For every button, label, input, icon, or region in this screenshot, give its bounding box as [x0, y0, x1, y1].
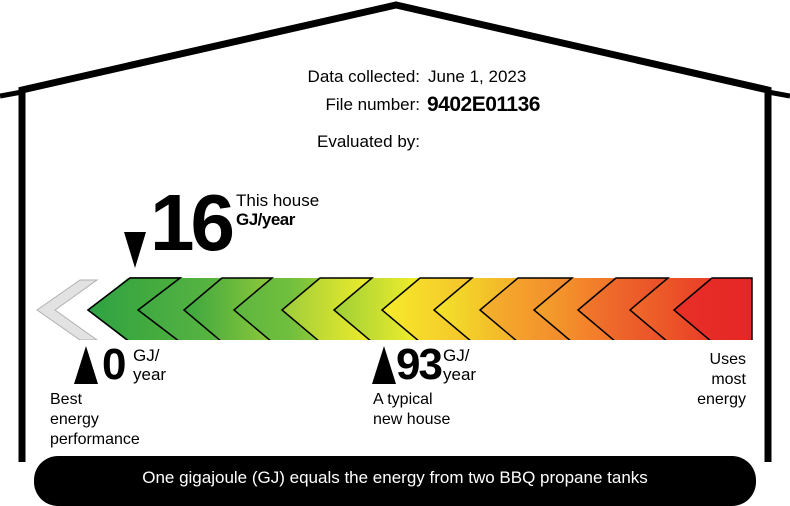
- typical-value: 93: [396, 340, 443, 389]
- footer-bar: [34, 456, 756, 506]
- min-desc-line3: performance: [50, 431, 140, 448]
- data-collected-label: Data collected:: [307, 67, 420, 86]
- this-house-pointer-icon: [124, 232, 146, 268]
- min-value: 0: [102, 340, 127, 389]
- data-collected-value: June 1, 2023: [428, 67, 527, 86]
- scale-segment-4: [380, 277, 475, 340]
- scale-segment-3: [280, 277, 375, 340]
- rating-value: 16: [150, 178, 235, 267]
- typical-pointer-icon: [372, 346, 396, 384]
- typical-unit-line2: year: [443, 365, 477, 384]
- rating-unit: GJ/year: [236, 210, 295, 229]
- rating-label: This house: [236, 191, 320, 210]
- max-desc-line1: Uses: [709, 351, 746, 368]
- scale-segment-grey: [36, 279, 99, 340]
- typical-desc-line1: A typical: [373, 391, 433, 408]
- min-unit-line2: year: [133, 365, 167, 384]
- evaluated-by-label: Evaluated by:: [316, 132, 420, 151]
- file-number-label: File number:: [325, 95, 420, 114]
- min-unit-line1: GJ/: [133, 346, 160, 365]
- scale-segment-2: [182, 277, 275, 340]
- file-number-value: 9402E01136: [427, 93, 540, 116]
- typical-unit-line1: GJ/: [443, 346, 470, 365]
- best-pointer-icon: [74, 346, 98, 384]
- scale-segment-1b: [86, 277, 183, 340]
- scale-segment-5: [478, 277, 575, 340]
- min-desc-line2: energy: [50, 411, 99, 428]
- min-desc-line1: Best: [50, 391, 83, 408]
- max-desc-line3: energy: [697, 391, 746, 408]
- typical-desc-line2: new house: [373, 411, 451, 428]
- scale-segment-7: [672, 277, 753, 340]
- footer-text: One gigajoule (GJ) equals the energy fro…: [142, 468, 648, 487]
- energy-scale: [36, 277, 753, 340]
- scale-segment-6: [576, 277, 671, 340]
- max-desc-line2: most: [711, 371, 746, 388]
